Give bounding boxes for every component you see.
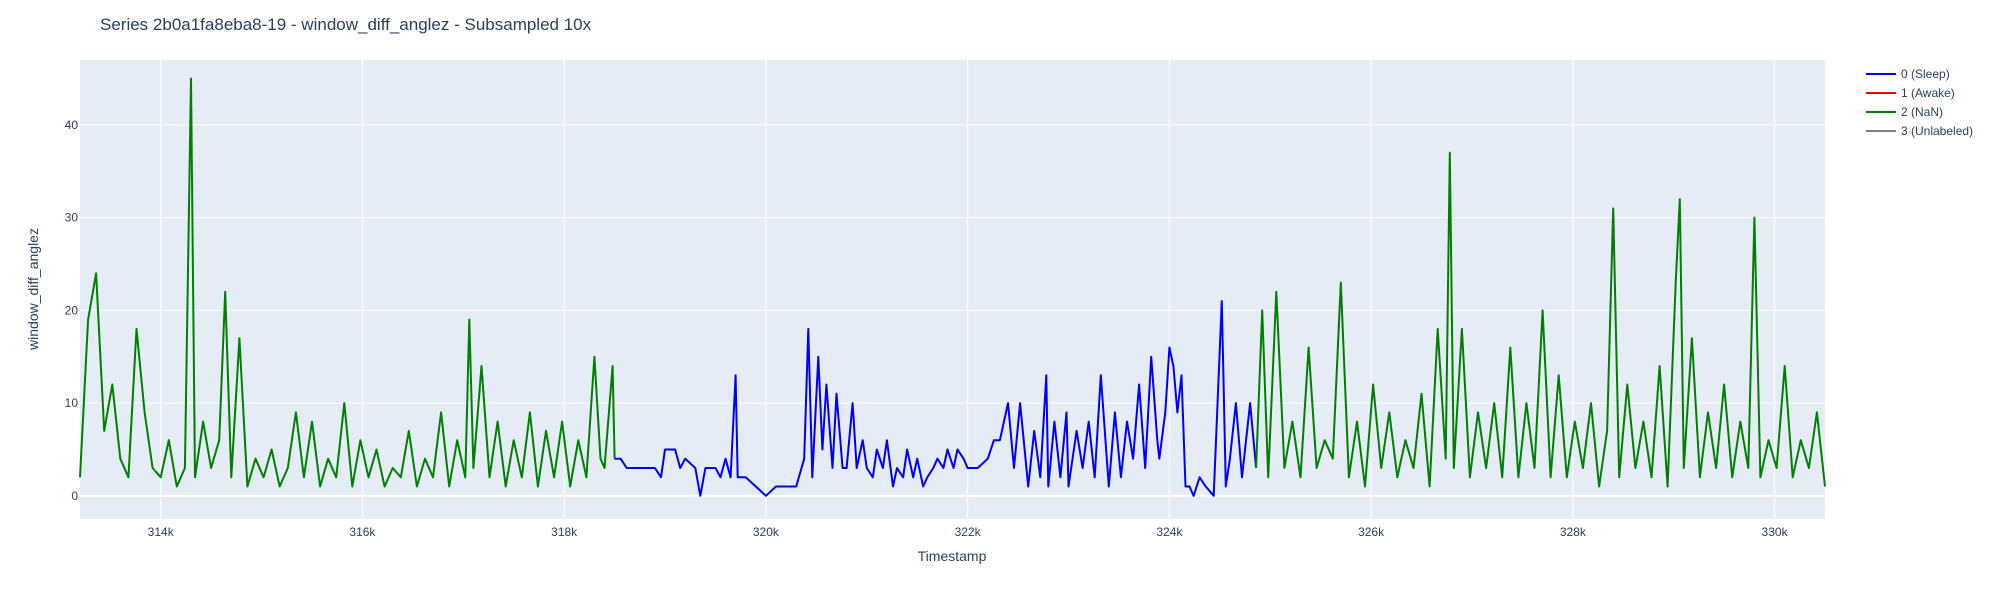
y-axis-label: window_diff_anglez bbox=[25, 228, 41, 351]
x-tick-label: 326k bbox=[1358, 525, 1385, 539]
series-line-1 bbox=[614, 300, 1258, 497]
series-line-0 bbox=[79, 77, 616, 488]
y-tick-label: 40 bbox=[65, 118, 79, 132]
legend-item-label: 1 (Awake) bbox=[1901, 86, 1955, 100]
x-tick-label: 328k bbox=[1560, 525, 1587, 539]
grid-lines bbox=[80, 60, 1825, 519]
x-tick-label: 324k bbox=[1156, 525, 1183, 539]
plot-area bbox=[80, 60, 1825, 519]
legend-item-label: 0 (Sleep) bbox=[1901, 67, 1950, 81]
y-tick-label: 20 bbox=[65, 303, 79, 317]
y-tick-label: 0 bbox=[71, 489, 78, 503]
legend-item-label: 2 (NaN) bbox=[1901, 105, 1943, 119]
series-lines bbox=[79, 77, 1826, 497]
y-tick-label: 10 bbox=[65, 396, 79, 410]
y-axis-ticks: 0 10 20 30 40 bbox=[65, 118, 79, 503]
x-tick-label: 330k bbox=[1762, 525, 1789, 539]
x-axis-ticks: 314k 316k 318k 320k 322k 324k 326k 328k 330k bbox=[148, 525, 1789, 539]
x-tick-label: 318k bbox=[551, 525, 578, 539]
legend: 0 (Sleep) 1 (Awake) 2 (NaN) 3 (Unlabeled) bbox=[1866, 67, 1973, 138]
x-tick-label: 314k bbox=[148, 525, 175, 539]
chart-title: Series 2b0a1fa8eba8-19 - window_diff_ang… bbox=[100, 15, 592, 34]
series-line-2 bbox=[1255, 151, 1826, 488]
x-tick-label: 316k bbox=[349, 525, 376, 539]
legend-item-label: 3 (Unlabeled) bbox=[1901, 124, 1973, 138]
y-tick-label: 30 bbox=[65, 211, 79, 225]
x-tick-label: 320k bbox=[753, 525, 780, 539]
x-axis-label: Timestamp bbox=[918, 548, 987, 564]
x-tick-label: 322k bbox=[955, 525, 982, 539]
